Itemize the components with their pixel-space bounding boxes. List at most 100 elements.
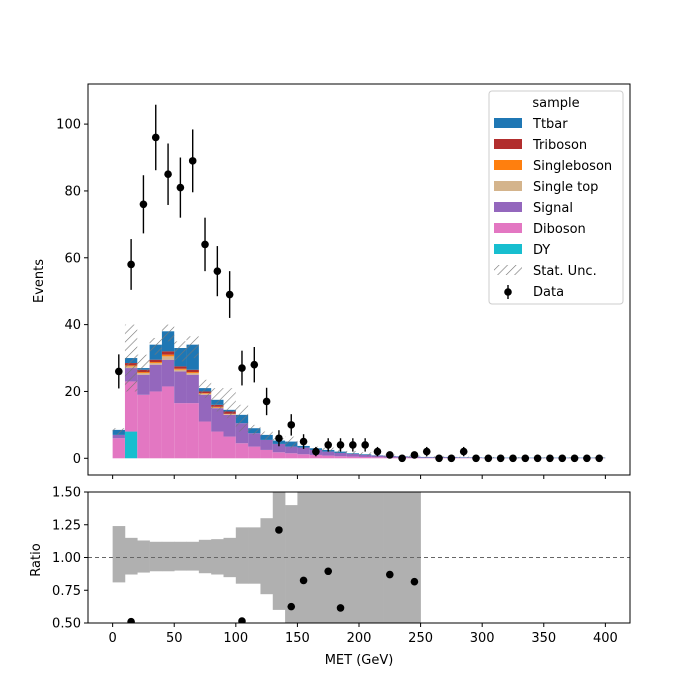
legend-label: Ttbar <box>532 117 568 132</box>
stat-unc-bin <box>211 388 224 412</box>
stat-unc-bin <box>198 379 212 399</box>
legend-item-signal: Signal <box>494 201 573 216</box>
data-point <box>238 364 246 372</box>
data-point <box>164 170 172 179</box>
series-diboson <box>112 381 483 459</box>
data-point <box>546 454 554 463</box>
bar-segment <box>161 386 175 459</box>
ratio-y-axis: 0.50 0.75 1.00 1.25 1.50 <box>52 486 88 632</box>
stat-unc-bin <box>186 336 199 359</box>
bar-segment <box>223 414 236 437</box>
ratio-band-bin <box>112 526 126 583</box>
legend-label: Single top <box>533 180 598 195</box>
data-point <box>533 454 542 463</box>
ratio-band-bin <box>198 539 212 574</box>
legend-swatch <box>494 160 522 170</box>
ratio-band-bin <box>248 527 261 584</box>
legend-swatch <box>494 181 522 191</box>
ratio-band-bin <box>161 541 175 572</box>
ratio-band-bin <box>149 541 163 572</box>
y-tick-label: 100 <box>56 118 81 133</box>
bar-segment <box>174 403 187 459</box>
stat-unc-bin <box>137 354 150 372</box>
y-tick-label: 60 <box>64 251 81 266</box>
ratio-point <box>324 567 333 576</box>
bar-segment <box>248 446 261 459</box>
legend-label: Singleboson <box>533 159 612 174</box>
bar-segment <box>161 351 175 355</box>
ratio-x-axis: 0 50 100 150 200 250 300 350 400 <box>108 623 618 646</box>
stat-unc-bin <box>260 431 273 440</box>
bar-segment <box>161 354 175 357</box>
data-point <box>139 200 148 209</box>
data-point <box>595 454 604 463</box>
data-point <box>213 267 222 275</box>
ratio-band-bin <box>211 539 224 575</box>
ratio-point <box>287 602 296 611</box>
main-panel: 0 20 40 60 80 100 Events <box>32 83 631 479</box>
bar-segment <box>174 366 187 369</box>
bar-segment <box>346 456 359 459</box>
y-tick-label: 80 <box>64 184 81 199</box>
data-point <box>287 421 296 429</box>
ratio-band-bin <box>124 537 138 575</box>
legend-item-triboson: Triboson <box>494 138 587 153</box>
bar-segment <box>297 447 310 455</box>
ratio-band-bin <box>395 492 409 623</box>
data-point <box>422 447 431 456</box>
ratio-band-bin <box>334 492 347 623</box>
ratio-band-bin <box>137 540 150 573</box>
data-point <box>114 367 123 376</box>
bar-segment <box>137 373 150 375</box>
stat-unc-bin <box>112 428 125 435</box>
stat-unc-bin <box>235 404 249 432</box>
data-point <box>127 260 135 269</box>
legend-item-dy: DY <box>494 243 550 258</box>
data-point <box>151 133 160 142</box>
x-tick-label: 50 <box>166 631 183 646</box>
ratio-point <box>336 604 345 612</box>
bar-segment <box>186 373 199 375</box>
bar-segment <box>186 403 199 459</box>
data-point <box>435 454 443 463</box>
legend-label: Triboson <box>532 138 587 153</box>
bar-segment <box>272 443 286 453</box>
legend-frame <box>488 90 624 305</box>
bar-segment <box>285 446 298 454</box>
data-point <box>459 447 468 456</box>
data-point <box>188 157 197 165</box>
stat-unc-bin <box>223 388 236 419</box>
ratio-point <box>410 577 419 586</box>
ratio-point <box>299 576 308 585</box>
legend-title: sample <box>532 96 579 111</box>
ratio-point <box>385 570 394 579</box>
bar-segment <box>198 421 212 459</box>
legend-swatch <box>494 202 522 212</box>
data-point <box>225 290 234 299</box>
bar-segment <box>260 449 273 459</box>
bar-segment <box>124 381 138 432</box>
bar-segment <box>223 436 236 459</box>
data-point <box>484 454 493 463</box>
ratio-points <box>127 526 419 623</box>
x-tick-label: 200 <box>347 631 372 646</box>
data-point <box>250 360 259 369</box>
ratio-band-bin <box>235 527 249 584</box>
bar-segment <box>211 408 224 432</box>
data-point <box>385 451 394 459</box>
bar-segment <box>235 443 249 459</box>
legend-item-data: Data <box>504 285 564 300</box>
bar-segment <box>149 359 162 363</box>
x-tick-label: 0 <box>108 631 116 646</box>
legend-swatch <box>494 244 522 254</box>
legend-swatch <box>494 118 522 128</box>
series-dy <box>124 431 138 459</box>
data-point <box>312 447 320 456</box>
stat-unc-bin <box>346 450 359 455</box>
bar-segment <box>198 394 212 422</box>
data-point <box>349 441 357 449</box>
ratio-band-bin <box>359 492 372 623</box>
legend-item-ttbar: Ttbar <box>494 117 568 132</box>
bar-segment <box>371 457 384 459</box>
